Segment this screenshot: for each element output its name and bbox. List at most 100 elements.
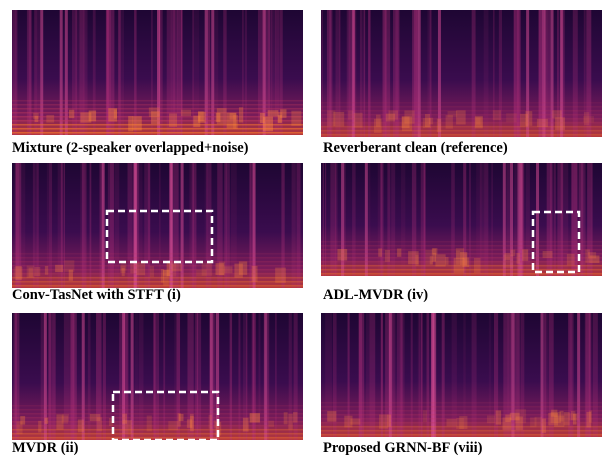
energy-blob [233,115,238,129]
energy-blob [219,262,225,276]
spectral-streak [416,10,418,137]
energy-blob [45,418,49,424]
energy-blob [555,117,565,130]
spectral-streak [381,163,384,276]
energy-blob [554,416,564,427]
spectral-streak [52,313,55,440]
energy-blob [202,263,213,276]
energy-blob [122,414,127,424]
energy-blob [496,410,501,424]
harmonic-band [321,130,602,132]
spectral-streak [197,313,201,440]
energy-blob [435,254,445,266]
energy-blob [337,249,347,260]
panel-caption: Reverberant clean (reference) [323,140,508,156]
energy-blob [293,412,298,422]
spectral-streak [323,163,324,276]
spectral-streak [364,10,366,137]
energy-blob [239,107,243,122]
energy-blob [543,251,553,258]
energy-blob [284,412,288,424]
energy-blob [387,415,391,427]
energy-blob [379,414,388,428]
onset-streak [438,10,441,137]
harmonic-band [12,429,303,431]
energy-blob [268,421,274,427]
energy-blob [275,268,286,283]
spectral-streak [352,163,356,276]
energy-blob [249,413,259,422]
energy-blob [46,115,54,123]
energy-blob [217,108,227,124]
spectral-streak [383,10,384,137]
energy-blob [78,420,84,433]
harmonic-band [12,409,303,411]
spectral-streak [424,163,426,276]
harmonic-band [321,102,602,104]
energy-blob [520,114,528,127]
energy-blob [260,113,265,123]
harmonic-band [12,104,303,106]
energy-blob [243,418,249,432]
energy-blob [464,253,467,266]
energy-blob [567,254,575,265]
energy-blob [522,249,528,260]
harmonic-band [321,245,602,247]
energy-blob [16,421,22,434]
harmonic-band [321,406,602,408]
energy-blob [516,253,519,264]
energy-blob [590,255,600,263]
energy-blob [423,118,431,128]
spectral-streak [573,10,578,137]
harmonic-band [12,100,303,102]
harmonic-band [12,281,303,283]
energy-blob [552,110,562,118]
energy-blob [133,116,142,130]
energy-blob [291,111,301,126]
energy-blob [423,410,427,422]
energy-blob [456,250,460,264]
harmonic-band [321,402,602,404]
energy-blob [474,258,480,273]
harmonic-band [12,273,303,275]
harmonic-band [321,134,602,136]
onset-streak [542,10,545,137]
spectral-streak [335,163,337,276]
energy-blob [29,268,33,278]
spectral-streak [238,313,240,440]
spectral-streak [330,163,335,276]
energy-blob [147,416,152,432]
onset-streak [536,163,539,276]
panel-caption: MVDR (ii) [12,440,79,456]
energy-blob [179,414,184,421]
spectral-streak [163,313,165,440]
energy-blob [475,117,483,129]
energy-blob [169,113,177,126]
harmonic-band [12,128,303,130]
spectral-streak [139,313,144,440]
energy-blob [456,110,466,124]
harmonic-band [321,430,602,432]
spectrogram [12,313,303,440]
energy-blob [493,110,501,120]
energy-blob [150,266,154,277]
spectral-streak [484,163,488,276]
spectral-streak [484,10,489,137]
energy-blob [45,266,48,275]
energy-blob [187,419,192,427]
energy-blob [38,421,41,433]
energy-blob [446,115,453,129]
spectral-streak [368,163,370,276]
harmonic-band [12,132,303,134]
harmonic-band [12,405,303,407]
energy-blob [583,116,594,122]
onset-streak [365,163,368,276]
energy-blob [511,250,516,257]
spectral-streak [230,313,232,440]
energy-blob [327,110,335,126]
panel-caption: ADL-MVDR (iv) [323,287,428,303]
energy-blob [252,266,258,282]
energy-blob [130,263,135,273]
energy-blob [239,261,247,274]
energy-blob [354,113,363,128]
